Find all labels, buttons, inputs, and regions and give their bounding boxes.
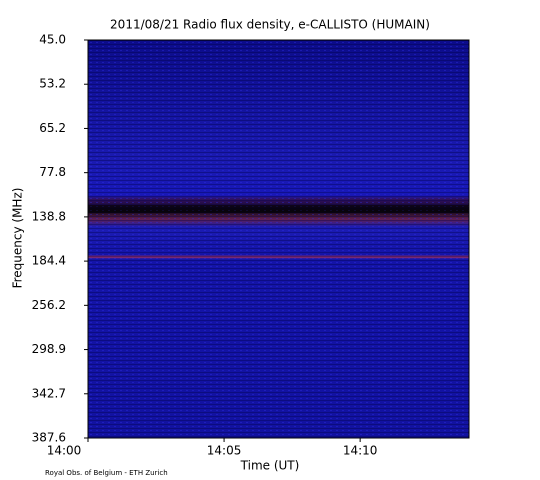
- y-tick-label: 342.7: [32, 386, 66, 400]
- x-axis-label: Time (UT): [240, 459, 300, 473]
- x-tick-label: 14:05: [207, 444, 242, 458]
- x-tick-label: 14:00: [47, 444, 82, 458]
- y-tick-label: 138.8: [32, 209, 66, 223]
- y-tick-label: 387.6: [32, 431, 66, 445]
- plot-frame: [87, 39, 470, 439]
- spectrogram-texture: [88, 40, 469, 438]
- y-tick-label: 53.2: [39, 77, 66, 91]
- y-axis-label: Frequency (MHz): [11, 188, 25, 289]
- y-tick-label: 256.2: [32, 298, 66, 312]
- x-tick-label: 14:10: [343, 444, 378, 458]
- credit: Royal Obs. of Belgium - ETH Zurich: [45, 469, 168, 477]
- chart-title: 2011/08/21 Radio flux density, e-CALLIST…: [110, 18, 430, 32]
- y-tick-label: 65.2: [39, 121, 66, 135]
- y-tick-label: 298.9: [32, 342, 66, 356]
- y-tick-label: 77.8: [39, 165, 66, 179]
- y-tick-label: 45.0: [39, 33, 66, 47]
- y-tick-label: 184.4: [32, 254, 66, 268]
- burst-band: [88, 205, 469, 213]
